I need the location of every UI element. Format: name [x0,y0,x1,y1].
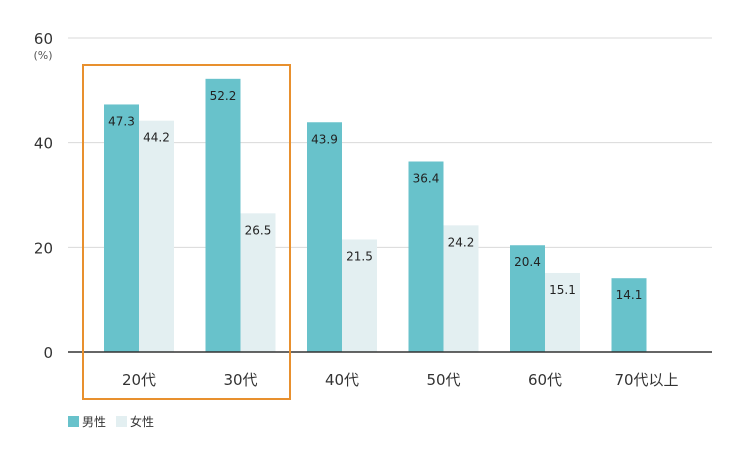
x-tick-label: 50代 [426,371,460,389]
bar-male [408,161,444,352]
bar-female [342,239,377,352]
x-tick-label: 40代 [325,371,359,389]
legend-item-female: 女性 [116,413,154,430]
legend-swatch-male [68,416,79,427]
data-label: 14.1 [616,288,643,302]
highlight-box [82,64,291,400]
data-label: 43.9 [311,132,338,146]
bar-male [611,278,647,352]
legend-item-male: 男性 [68,413,106,430]
legend-swatch-female [116,416,128,427]
bar-male [205,78,241,352]
bar-male [104,104,139,352]
data-label: 21.5 [346,249,373,263]
y-tick-label: 60 [34,30,53,48]
legend-label-female: 女性 [130,415,155,429]
bar-male [307,122,342,352]
y-axis-ticks: 0 20 40 60 [34,30,53,362]
bar-female [443,225,479,352]
x-tick-label: 60代 [528,371,562,389]
bar-female [545,272,580,352]
bar-female [240,213,276,352]
data-label: 36.4 [413,172,440,186]
data-label: 24.2 [448,235,475,249]
x-axis-ticks: 20代 30代 40代 50代 60代 70代以上 [122,371,679,389]
x-tick-label: 30代 [223,371,257,389]
bar-female [139,120,174,352]
data-label: 47.3 [108,114,135,128]
legend: 男性 女性 [68,413,164,430]
gridlines [68,37,712,248]
data-label: 52.2 [210,89,237,103]
y-tick-label: 20 [34,239,53,257]
data-labels: 47.3 44.2 52.2 26.5 43.9 21.5 36.4 24.2 20.4 15.1… [108,89,642,302]
x-tick-label: 70代以上 [614,371,678,389]
bars [104,78,647,352]
data-label: 15.1 [549,283,576,297]
bar-male [510,245,545,352]
data-label: 26.5 [245,223,272,237]
x-tick-label: 20代 [122,371,156,389]
y-axis-unit: (%) [33,49,52,62]
y-tick-label: 0 [43,344,53,362]
legend-label-male: 男性 [82,415,107,429]
data-label: 44.2 [143,131,170,145]
y-tick-label: 40 [34,135,53,153]
data-label: 20.4 [514,255,541,269]
